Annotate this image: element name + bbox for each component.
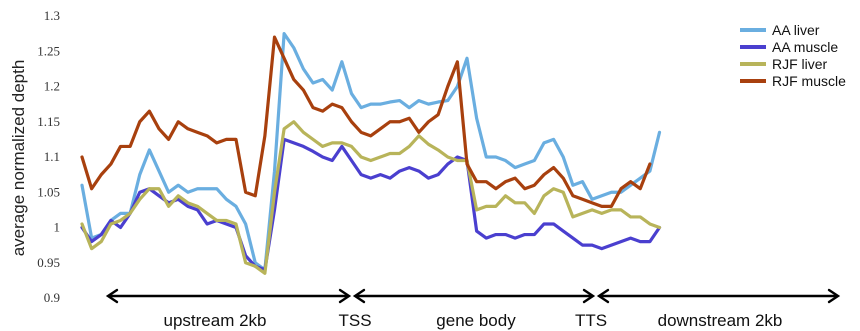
boundary-label: TTS — [575, 311, 607, 330]
y-tick-label: 1 — [54, 220, 61, 235]
arrow-head — [105, 288, 119, 304]
series-line-rjf-muscle — [80, 35, 652, 208]
boundary-label: TSS — [338, 311, 371, 330]
legend-entry: RJF liver — [772, 56, 828, 72]
legend-entry: RJF muscle — [772, 73, 846, 89]
y-tick-label: 1.2 — [44, 79, 60, 94]
region-annotations: upstream 2kb gene body downstream 2kb TSS TT… — [105, 288, 841, 330]
legend-entry: AA muscle — [772, 39, 838, 55]
series-line-aa-liver — [80, 32, 662, 272]
y-tick-label: 0.95 — [37, 255, 60, 270]
y-tick-label: 1.25 — [37, 43, 60, 58]
y-tick-label: 1.15 — [37, 114, 60, 129]
region-label: gene body — [436, 311, 516, 330]
arrow-head — [352, 288, 366, 304]
arrow-head — [827, 288, 841, 304]
arrow-head — [582, 288, 596, 304]
arrow-head — [596, 288, 610, 304]
region-label: downstream 2kb — [658, 311, 783, 330]
arrow-head — [338, 288, 352, 304]
y-tick-label: 1.1 — [44, 149, 60, 164]
series-line-aa-muscle — [80, 137, 662, 272]
y-tick-label: 0.9 — [44, 290, 60, 305]
legend-entry: AA liver — [772, 22, 820, 38]
region-label: upstream 2kb — [164, 311, 267, 330]
y-axis-label: average normalized depth — [9, 60, 28, 257]
series-layer — [80, 32, 662, 275]
y-tick-label: 1.3 — [44, 8, 60, 23]
y-axis: 0.9 0.95 1 1.05 1.1 1.15 1.2 1.25 1.3 — [37, 8, 60, 305]
series-line-rjf-liver — [80, 120, 662, 275]
y-tick-label: 1.05 — [37, 184, 60, 199]
